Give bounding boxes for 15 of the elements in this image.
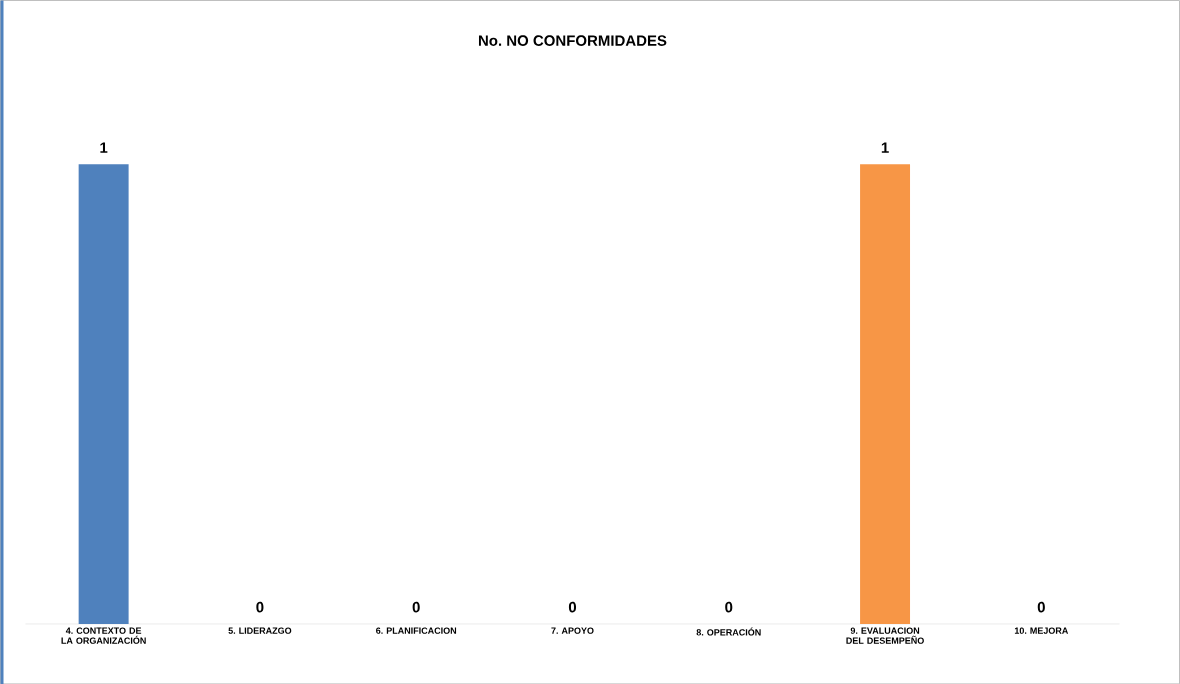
x-tick-label: 5. LIDERAZGO [228, 627, 292, 634]
data-label: 0 [1037, 601, 1045, 613]
x-tick-label: 9. EVALUACION DEL DESEMPEÑO [846, 627, 924, 644]
data-label: 0 [412, 601, 420, 613]
x-tick-label: 4. CONTEXTO DE LA ORGANIZACIÓN [61, 627, 146, 644]
chart-title: No. NO CONFORMIDADES [478, 35, 667, 46]
data-label: 0 [256, 601, 264, 613]
data-label: 1 [100, 142, 108, 153]
data-label: 0 [568, 601, 577, 613]
data-label: 1 [881, 142, 889, 153]
data-label: 0 [725, 601, 733, 613]
x-tick-label: 8. OPERACIÓN [696, 627, 761, 636]
x-tick-label: 10. MEJORA [1014, 627, 1069, 634]
x-tick-label: 6. PLANIFICACION [376, 627, 457, 634]
x-tick-label: 7. APOYO [551, 627, 594, 634]
